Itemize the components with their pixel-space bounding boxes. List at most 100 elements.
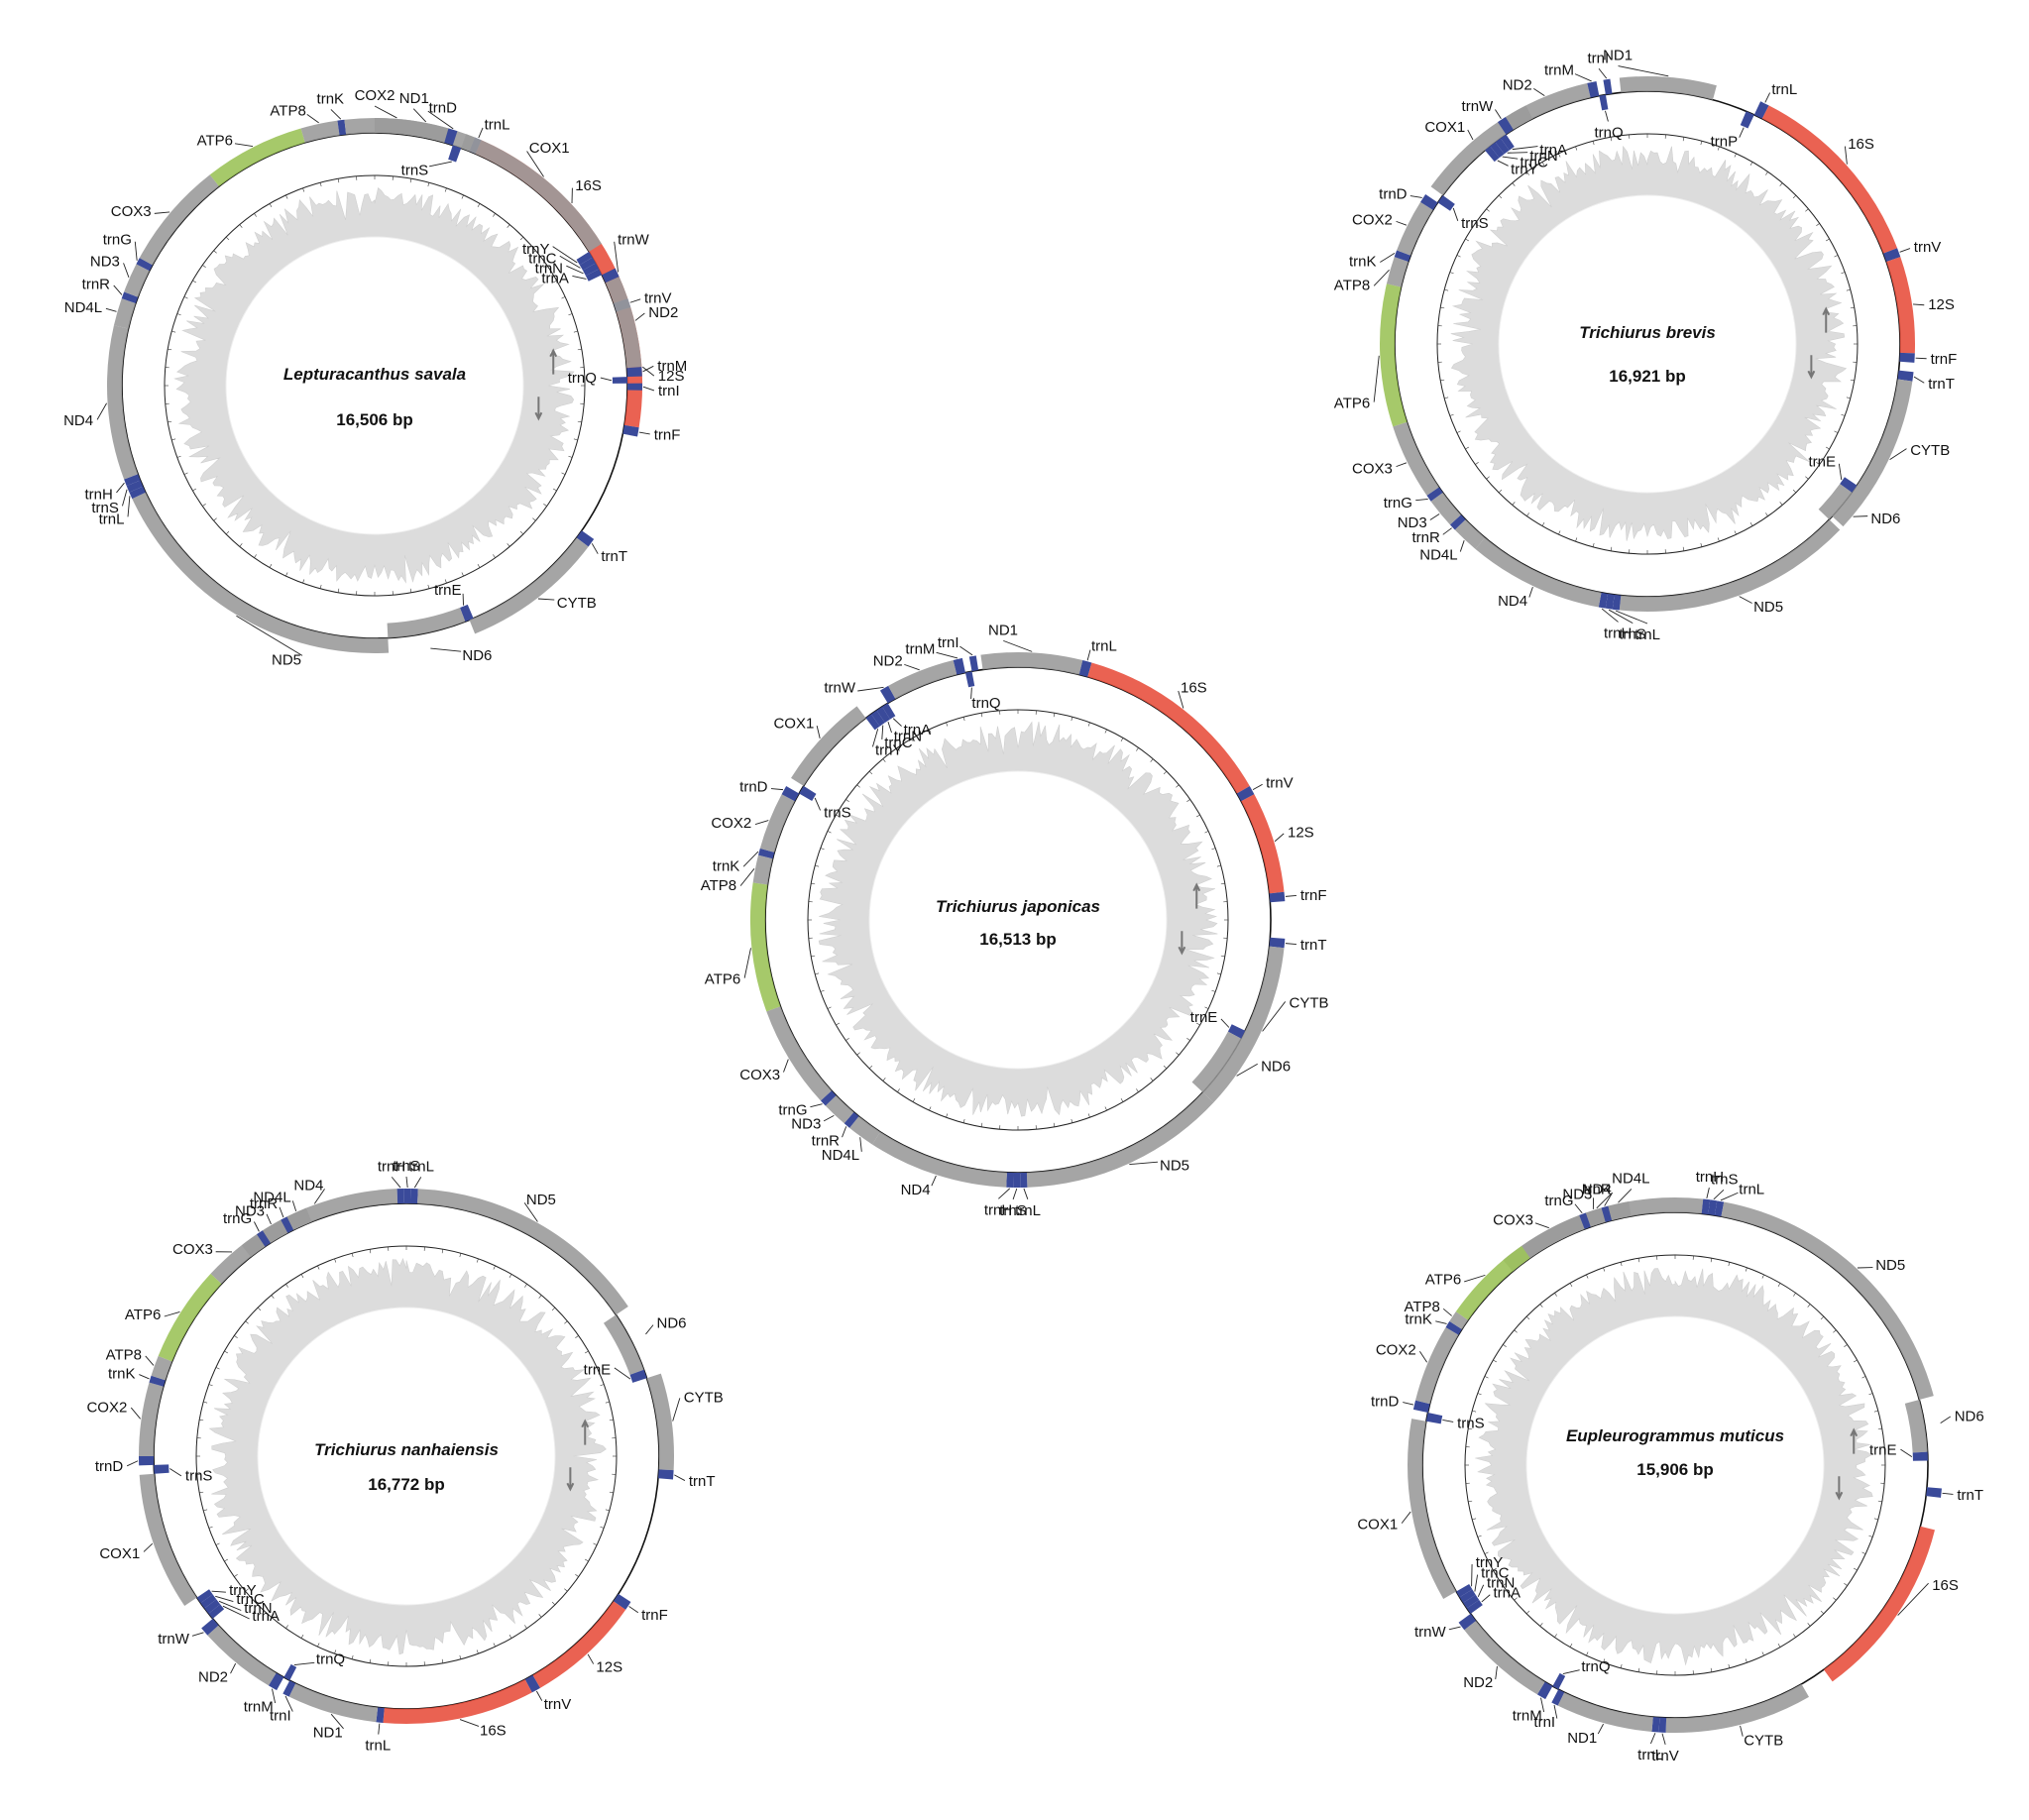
gene-trni bbox=[626, 383, 642, 391]
scale-tick bbox=[1475, 462, 1479, 465]
gene-label: trnN bbox=[1487, 1575, 1515, 1592]
gene-nd3 bbox=[1585, 1207, 1606, 1227]
scale-tick bbox=[868, 770, 873, 775]
gene-nd3 bbox=[1430, 492, 1461, 525]
scale-tick bbox=[1211, 989, 1216, 992]
gene-label: trnQ bbox=[971, 695, 1000, 712]
gene-label: 12S bbox=[658, 368, 685, 385]
gene-nd1 bbox=[980, 652, 1083, 675]
scale-tick bbox=[461, 194, 464, 199]
gene-label: trnS bbox=[1461, 215, 1489, 232]
scale-tick bbox=[524, 1284, 527, 1288]
gene-label: ND4 bbox=[63, 412, 93, 429]
gene-cox2 bbox=[139, 1382, 164, 1456]
scale-tick bbox=[1211, 848, 1216, 851]
gene-trnl bbox=[1714, 1200, 1725, 1217]
label-leader-line bbox=[559, 255, 581, 269]
gene-trnt bbox=[658, 1469, 674, 1480]
scale-tick bbox=[1834, 430, 1839, 433]
label-leader-line bbox=[1912, 303, 1925, 306]
label-leader-line bbox=[272, 1688, 277, 1704]
scale-tick bbox=[271, 1614, 275, 1618]
gene-trnr bbox=[1449, 514, 1466, 530]
genome-map-eupleurogrammus: ND4trnHtrnStrnLND5ND6trnEtrnT16SCYTBtrnV… bbox=[1357, 1169, 1983, 1764]
label-leader-line bbox=[614, 1367, 631, 1380]
scale-tick bbox=[1163, 770, 1168, 775]
gene-trnn bbox=[204, 1599, 221, 1614]
scale-tick bbox=[444, 579, 447, 584]
gene-trnl bbox=[1020, 1172, 1028, 1188]
strand-arrow-icon bbox=[1835, 1476, 1844, 1501]
gene-trnv bbox=[1658, 1717, 1667, 1733]
scale-tick bbox=[1195, 814, 1200, 818]
label-leader-line bbox=[1512, 146, 1538, 151]
gene-nd5 bbox=[1619, 519, 1841, 612]
label-leader-line bbox=[931, 1175, 937, 1187]
scale-tick bbox=[213, 250, 217, 254]
gene-label: ND1 bbox=[988, 622, 1018, 638]
gene-trnl bbox=[376, 1707, 385, 1723]
gene-label: trnE bbox=[434, 582, 462, 599]
gene-nd6 bbox=[603, 1314, 644, 1375]
scale-tick bbox=[1486, 208, 1490, 212]
scale-tick bbox=[183, 296, 188, 299]
scale-tick bbox=[1805, 208, 1809, 212]
gene-trne bbox=[1912, 1451, 1928, 1461]
gene-trnq bbox=[1552, 1672, 1566, 1690]
gc-inner-disc bbox=[226, 237, 523, 534]
gene-trnl bbox=[1753, 101, 1769, 119]
label-leader-line bbox=[1618, 1189, 1633, 1203]
scale-tick bbox=[1087, 1113, 1090, 1118]
scale-tick bbox=[1449, 272, 1454, 275]
scale-tick bbox=[1700, 141, 1703, 146]
gene-label: ND5 bbox=[1875, 1257, 1905, 1274]
gene-trnk bbox=[337, 119, 347, 136]
gene-label: trnC bbox=[236, 1591, 265, 1608]
species-name: Trichiurus nanhaiensis bbox=[314, 1440, 499, 1459]
gc-skew-ring bbox=[1464, 1254, 1886, 1676]
scale-tick bbox=[897, 1088, 900, 1092]
scale-tick bbox=[1456, 255, 1461, 258]
scale-tick bbox=[1477, 1393, 1482, 1396]
gene-label: ND4L bbox=[822, 1147, 859, 1164]
scale-tick bbox=[962, 1118, 965, 1123]
label-leader-line bbox=[814, 797, 821, 811]
gene-trnc bbox=[579, 257, 597, 271]
scale-tick bbox=[1136, 1088, 1139, 1092]
label-leader-line bbox=[1598, 68, 1608, 79]
gene-trnl bbox=[410, 1189, 418, 1204]
label-leader-line bbox=[413, 1177, 422, 1189]
scale-tick bbox=[1514, 1597, 1518, 1601]
label-leader-line bbox=[1650, 1733, 1656, 1745]
gene-label: trnS bbox=[91, 500, 119, 516]
label-leader-line bbox=[1915, 357, 1927, 360]
label-leader-line bbox=[313, 1189, 325, 1204]
label-leader-line bbox=[1889, 448, 1907, 461]
gene-16s bbox=[383, 1679, 532, 1724]
scale-tick bbox=[1861, 1551, 1866, 1554]
gene-features bbox=[107, 117, 642, 653]
gene-label: trnG bbox=[223, 1210, 252, 1227]
scale-tick bbox=[1541, 521, 1545, 526]
strand-arrow-icon bbox=[1807, 355, 1816, 380]
gene-label: COX1 bbox=[1424, 119, 1465, 136]
scale-tick bbox=[929, 1106, 932, 1111]
scale-tick bbox=[1734, 153, 1737, 158]
gene-nd2 bbox=[605, 277, 642, 369]
scale-tick bbox=[508, 1634, 512, 1639]
strand-arrow-icon bbox=[566, 1467, 575, 1492]
label-leader-line bbox=[642, 365, 654, 373]
scale-tick bbox=[827, 1006, 832, 1009]
scale-tick bbox=[551, 1601, 556, 1606]
gene-label: CYTB bbox=[1744, 1733, 1783, 1750]
gene-labels: ND1 trnL 16S trnV 12S trnF trnT CYTB trnE ND6 ND5 t… bbox=[63, 87, 687, 668]
gene-label: trnS bbox=[393, 1158, 420, 1175]
scale-tick bbox=[317, 1265, 320, 1270]
gene-label: 12S bbox=[1288, 825, 1314, 842]
scale-tick bbox=[609, 1419, 614, 1422]
label-leader-line bbox=[904, 663, 920, 671]
gene-trna bbox=[208, 1604, 225, 1619]
gene-trnt bbox=[1897, 370, 1914, 382]
gene-label: trnR bbox=[82, 277, 111, 293]
label-leader-line bbox=[330, 1713, 344, 1730]
